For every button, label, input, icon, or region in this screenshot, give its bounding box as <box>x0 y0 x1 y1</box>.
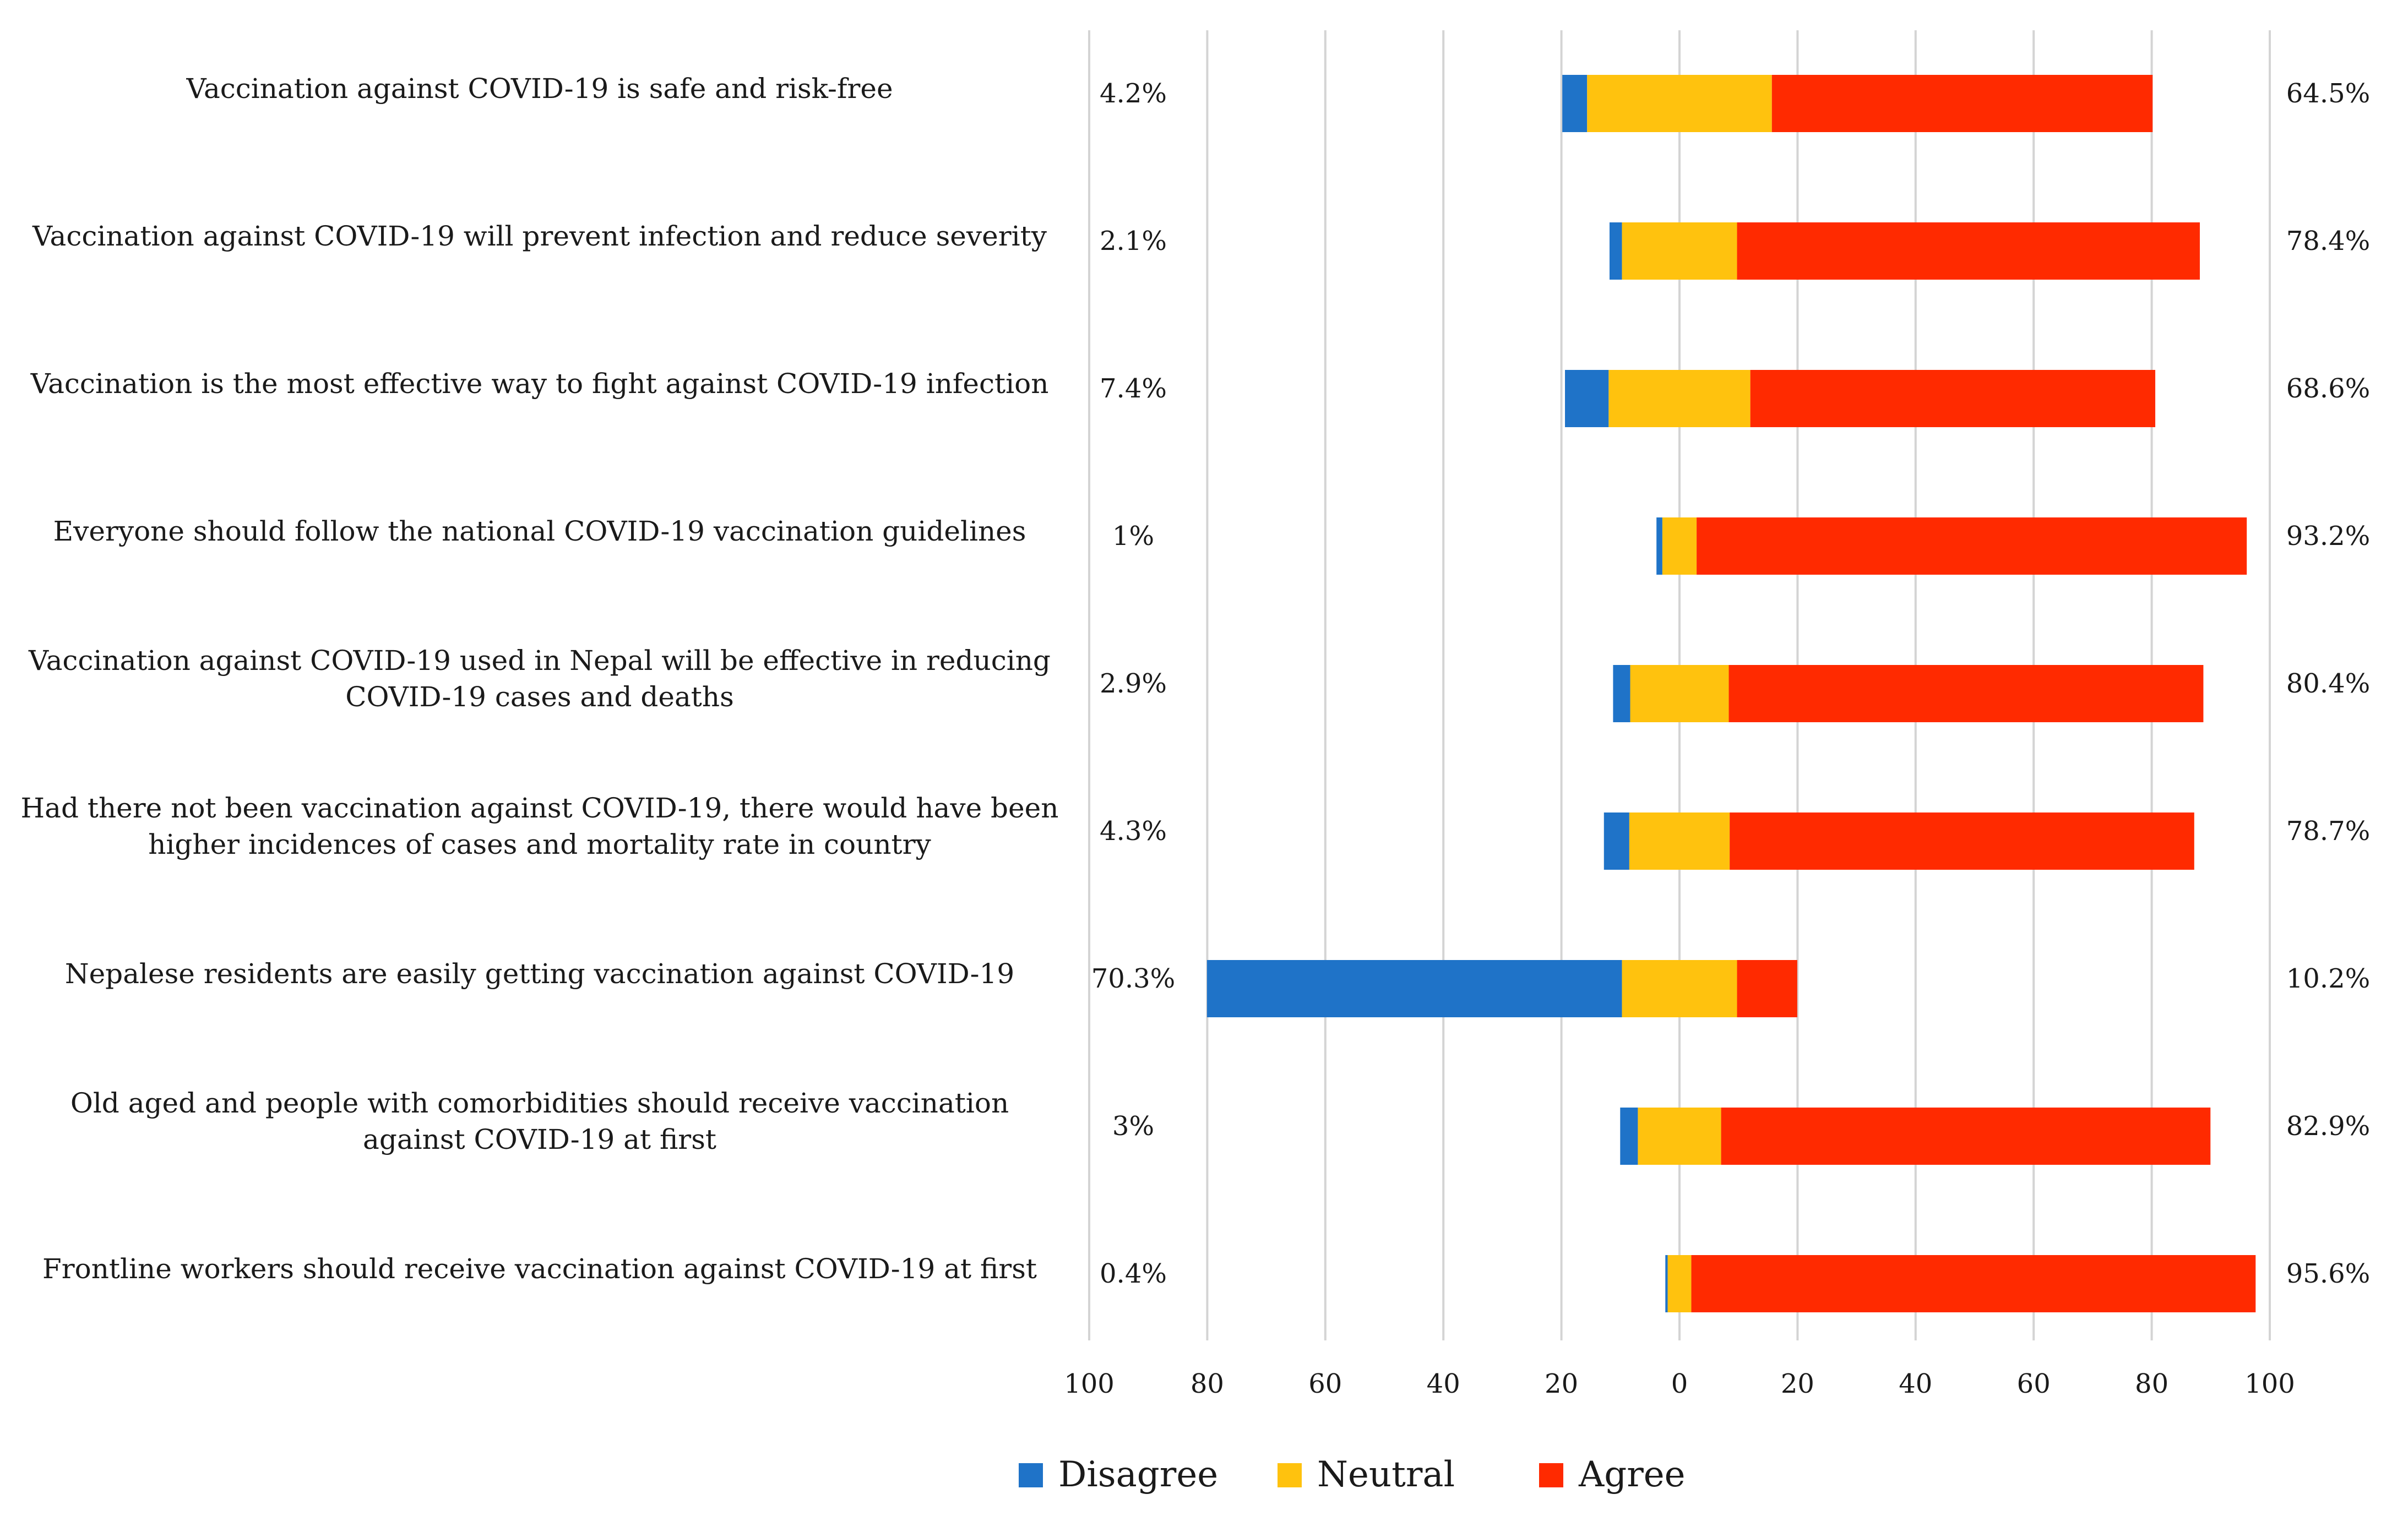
legend: Disagree Neutral Agree <box>1019 1454 1686 1495</box>
bar-neutral <box>1587 75 1772 132</box>
labels: Vaccination against COVID-19 is safe and… <box>21 73 2371 1289</box>
disagree-percent-label: 1% <box>1112 521 1154 552</box>
agree-percent-label: 78.7% <box>2286 816 2370 847</box>
x-tick-label: 100 <box>2244 1368 2295 1399</box>
disagree-percent-label: 4.2% <box>1100 78 1167 109</box>
legend-swatch <box>1019 1463 1043 1487</box>
bar-neutral <box>1622 222 1737 280</box>
agree-percent-label: 80.4% <box>2286 668 2370 699</box>
bar-neutral <box>1630 665 1729 722</box>
bar-neutral <box>1629 812 1730 870</box>
legend-item-neutral: Neutral <box>1278 1454 1455 1495</box>
bar-agree <box>1737 960 1797 1017</box>
bar-agree <box>1737 222 2200 280</box>
x-tick-label: 40 <box>1899 1368 1932 1399</box>
x-tick-label: 20 <box>1545 1368 1578 1399</box>
disagree-percent-label: 0.4% <box>1100 1258 1167 1289</box>
bar-neutral <box>1667 1255 1692 1312</box>
x-axis-ticks: 100 80 60 40 20 0 20 40 60 80 100 <box>1064 1368 2295 1399</box>
bar-neutral <box>1662 517 1697 575</box>
bar-disagree <box>1206 960 1622 1017</box>
statement-label: Frontline workers should receive vaccina… <box>42 1253 1037 1285</box>
legend-item-disagree: Disagree <box>1019 1454 1218 1495</box>
bar-agree <box>1697 517 2247 575</box>
bar-disagree <box>1603 812 1629 870</box>
bar-agree <box>1721 1108 2211 1165</box>
legend-swatch <box>1539 1463 1563 1487</box>
x-tick-label: 60 <box>1308 1368 1342 1399</box>
bar-neutral <box>1638 1108 1721 1165</box>
x-tick-label: 60 <box>2017 1368 2051 1399</box>
statement-label: Vaccination against COVID-19 is safe and… <box>186 73 893 105</box>
legend-label: Agree <box>1578 1454 1686 1495</box>
statement-label: Everyone should follow the national COVI… <box>53 515 1026 547</box>
statement-label: Old aged and people with comorbidities s… <box>70 1087 1009 1155</box>
bar-neutral <box>1622 960 1737 1017</box>
statement-label: Had there not been vaccination against C… <box>21 792 1059 860</box>
bar-disagree <box>1613 665 1630 722</box>
bar-disagree <box>1565 370 1609 427</box>
agree-percent-label: 64.5% <box>2286 78 2370 109</box>
bar-neutral <box>1608 370 1751 427</box>
bar-agree <box>1750 370 2156 427</box>
agree-percent-label: 78.4% <box>2286 226 2370 257</box>
bars <box>1206 75 2256 1312</box>
disagree-percent-label: 3% <box>1112 1111 1154 1142</box>
bar-agree <box>1730 812 2194 870</box>
disagree-percent-label: 70.3% <box>1091 963 1175 994</box>
x-tick-label: 100 <box>1064 1368 1115 1399</box>
x-tick-label: 20 <box>1781 1368 1814 1399</box>
x-tick-label: 80 <box>1191 1368 1224 1399</box>
statement-label: Nepalese residents are easily getting va… <box>65 958 1014 990</box>
bar-disagree <box>1656 517 1662 575</box>
legend-label: Disagree <box>1058 1454 1218 1495</box>
agree-percent-label: 93.2% <box>2286 521 2370 552</box>
disagree-percent-label: 7.4% <box>1100 373 1167 404</box>
disagree-percent-label: 4.3% <box>1100 816 1167 847</box>
legend-label: Neutral <box>1317 1454 1455 1495</box>
bar-disagree <box>1665 1255 1668 1312</box>
bar-agree <box>1771 75 2153 132</box>
bar-disagree <box>1562 75 1588 132</box>
agree-percent-label: 10.2% <box>2286 963 2370 994</box>
x-tick-label: 40 <box>1427 1368 1460 1399</box>
legend-item-agree: Agree <box>1539 1454 1686 1495</box>
disagree-percent-label: 2.9% <box>1100 668 1167 699</box>
x-tick-label: 0 <box>1671 1368 1688 1399</box>
bar-disagree <box>1609 222 1622 280</box>
agree-percent-label: 95.6% <box>2286 1258 2370 1289</box>
x-tick-label: 80 <box>2135 1368 2168 1399</box>
statement-label: Vaccination is the most effective way to… <box>30 368 1049 400</box>
agree-percent-label: 68.6% <box>2286 373 2370 404</box>
statement-label: Vaccination against COVID-19 used in Nep… <box>28 645 1051 713</box>
statement-label: Vaccination against COVID-19 will preven… <box>32 220 1047 252</box>
agree-percent-label: 82.9% <box>2286 1111 2370 1142</box>
bar-agree <box>1728 665 2204 722</box>
legend-swatch <box>1278 1463 1302 1487</box>
bar-disagree <box>1620 1108 1638 1165</box>
bar-agree <box>1691 1255 2256 1312</box>
disagree-percent-label: 2.1% <box>1100 226 1167 257</box>
